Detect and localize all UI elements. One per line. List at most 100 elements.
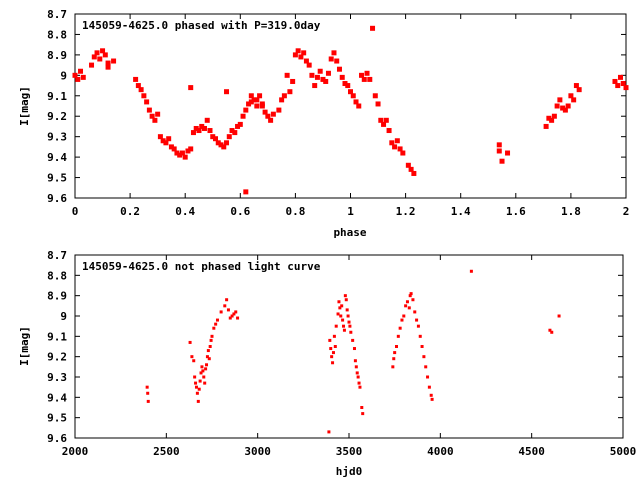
data-point bbox=[279, 97, 285, 103]
data-point bbox=[199, 371, 203, 375]
data-point bbox=[202, 375, 206, 379]
data-point bbox=[192, 359, 196, 363]
y-tick-label: 9.1 bbox=[47, 90, 67, 103]
data-point bbox=[408, 294, 412, 298]
data-point bbox=[337, 300, 341, 304]
data-point bbox=[89, 62, 95, 68]
data-point bbox=[111, 58, 117, 64]
data-point bbox=[105, 64, 111, 70]
y-tick-label: 9.4 bbox=[47, 391, 67, 404]
data-point bbox=[469, 269, 473, 273]
y-tick-label: 9.3 bbox=[47, 131, 67, 144]
data-point bbox=[276, 107, 282, 113]
x-tick-label: 2500 bbox=[153, 445, 180, 458]
data-point bbox=[214, 322, 218, 326]
data-point bbox=[408, 166, 414, 172]
data-point bbox=[550, 330, 554, 334]
data-point bbox=[413, 310, 417, 314]
data-point bbox=[340, 304, 344, 308]
data-point bbox=[332, 334, 336, 338]
y-tick-label: 9.2 bbox=[47, 110, 67, 123]
data-point bbox=[312, 83, 318, 89]
plot-frame bbox=[74, 13, 627, 199]
data-point bbox=[612, 78, 618, 84]
data-point bbox=[163, 140, 169, 146]
data-point bbox=[146, 391, 150, 395]
data-point bbox=[372, 93, 378, 99]
x-tick-label: 0.8 bbox=[285, 205, 305, 218]
data-point bbox=[416, 324, 420, 328]
data-point bbox=[144, 99, 150, 105]
chart-title: 145059-4625.0 not phased light curve bbox=[82, 260, 321, 273]
data-point bbox=[248, 99, 254, 105]
data-point bbox=[228, 316, 232, 320]
data-point bbox=[78, 68, 84, 74]
data-point bbox=[243, 107, 249, 113]
data-point bbox=[343, 294, 347, 298]
data-point bbox=[392, 144, 398, 150]
chart-title: 145059-4625.0 phased with P=319.0day bbox=[82, 19, 321, 32]
data-point bbox=[204, 117, 210, 123]
data-point bbox=[196, 399, 200, 403]
data-point bbox=[198, 379, 202, 383]
data-points bbox=[72, 25, 629, 195]
data-point bbox=[375, 101, 381, 107]
data-point bbox=[355, 371, 359, 375]
data-point bbox=[339, 314, 343, 318]
data-point bbox=[257, 93, 263, 99]
data-point bbox=[554, 103, 560, 109]
data-point bbox=[325, 70, 331, 76]
data-point bbox=[496, 148, 502, 154]
data-point bbox=[234, 310, 238, 314]
data-point bbox=[350, 93, 356, 99]
data-point bbox=[370, 25, 376, 31]
data-point bbox=[80, 74, 86, 80]
data-point bbox=[557, 314, 561, 318]
data-point bbox=[336, 66, 342, 72]
y-tick-label: 9 bbox=[60, 69, 67, 82]
data-point bbox=[430, 397, 434, 401]
data-point bbox=[543, 123, 549, 129]
data-point bbox=[573, 83, 579, 89]
x-axis-ticks: 2000 2500 3000 3500 4000 4500 5000 bbox=[62, 255, 636, 458]
data-point bbox=[281, 93, 287, 99]
data-point bbox=[336, 312, 340, 316]
data-point bbox=[427, 385, 431, 389]
data-point bbox=[203, 381, 207, 385]
data-point bbox=[208, 345, 212, 348]
data-point bbox=[219, 310, 223, 314]
x-tick-label: 3500 bbox=[336, 445, 363, 458]
data-point bbox=[357, 381, 361, 385]
data-point bbox=[194, 385, 198, 389]
data-point bbox=[426, 375, 430, 379]
data-point bbox=[295, 48, 301, 54]
data-point bbox=[320, 76, 326, 82]
x-tick-label: 1.2 bbox=[396, 205, 416, 218]
data-point bbox=[166, 136, 172, 142]
data-point bbox=[193, 125, 199, 131]
data-point bbox=[327, 430, 331, 434]
x-tick-label: 4500 bbox=[518, 445, 545, 458]
data-point bbox=[270, 111, 276, 117]
data-point bbox=[364, 70, 370, 76]
data-point bbox=[193, 375, 197, 379]
data-point bbox=[133, 76, 139, 82]
x-tick-label: 1 bbox=[347, 205, 354, 218]
data-point bbox=[209, 338, 213, 342]
x-axis-title: hjd0 bbox=[336, 465, 363, 478]
data-point bbox=[424, 365, 428, 369]
data-point bbox=[348, 89, 353, 95]
phased-light-curve-panel: 145059-4625.0 phased with P=319.0day pha… bbox=[18, 8, 629, 239]
data-point bbox=[331, 351, 335, 355]
data-point bbox=[557, 97, 563, 103]
data-point bbox=[229, 128, 235, 134]
x-tick-label: 3000 bbox=[244, 445, 271, 458]
x-tick-label: 0 bbox=[72, 205, 79, 218]
data-point bbox=[248, 93, 254, 99]
y-tick-label: 8.9 bbox=[47, 290, 67, 303]
data-point bbox=[91, 54, 97, 60]
x-tick-label: 1.4 bbox=[451, 205, 471, 218]
data-point bbox=[97, 56, 103, 62]
x-tick-label: 1.6 bbox=[506, 205, 526, 218]
data-point bbox=[568, 93, 574, 99]
